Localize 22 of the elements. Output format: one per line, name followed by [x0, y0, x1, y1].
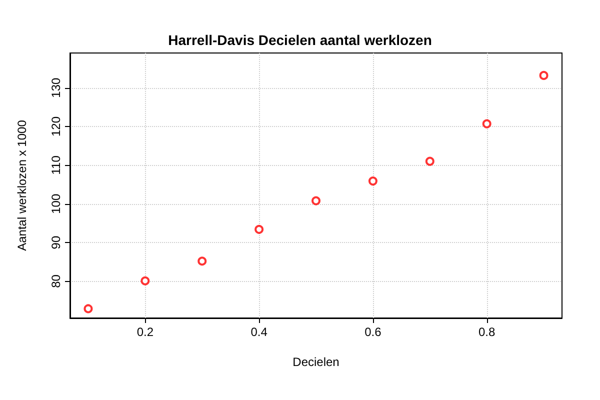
x-tick-label: 0.2	[136, 325, 154, 339]
point	[482, 119, 492, 128]
x-tick-label: 0.4	[250, 325, 268, 339]
point	[84, 304, 93, 314]
x-tick-label: 0.6	[364, 325, 382, 339]
y-axis-title: Aantal werklozen x 1000	[15, 120, 29, 251]
chart-title: Harrell-Davis Decielen aantal werklozen	[168, 32, 432, 48]
y-tick-label: 100	[49, 194, 63, 214]
point	[312, 196, 320, 206]
y-tick-label: 130	[49, 77, 63, 98]
point	[425, 156, 434, 166]
y-tick-label: 90	[49, 236, 63, 250]
x-axis-title: Decielen	[292, 355, 340, 369]
y-tick-label: 80	[49, 274, 63, 288]
x-tick-label: 0.8	[478, 325, 496, 339]
point	[368, 176, 378, 186]
point	[539, 70, 548, 80]
point	[254, 224, 264, 234]
point	[140, 276, 150, 286]
y-tick-label: 120	[49, 116, 63, 137]
y-tick-label: 110	[49, 155, 63, 175]
point	[198, 256, 207, 266]
